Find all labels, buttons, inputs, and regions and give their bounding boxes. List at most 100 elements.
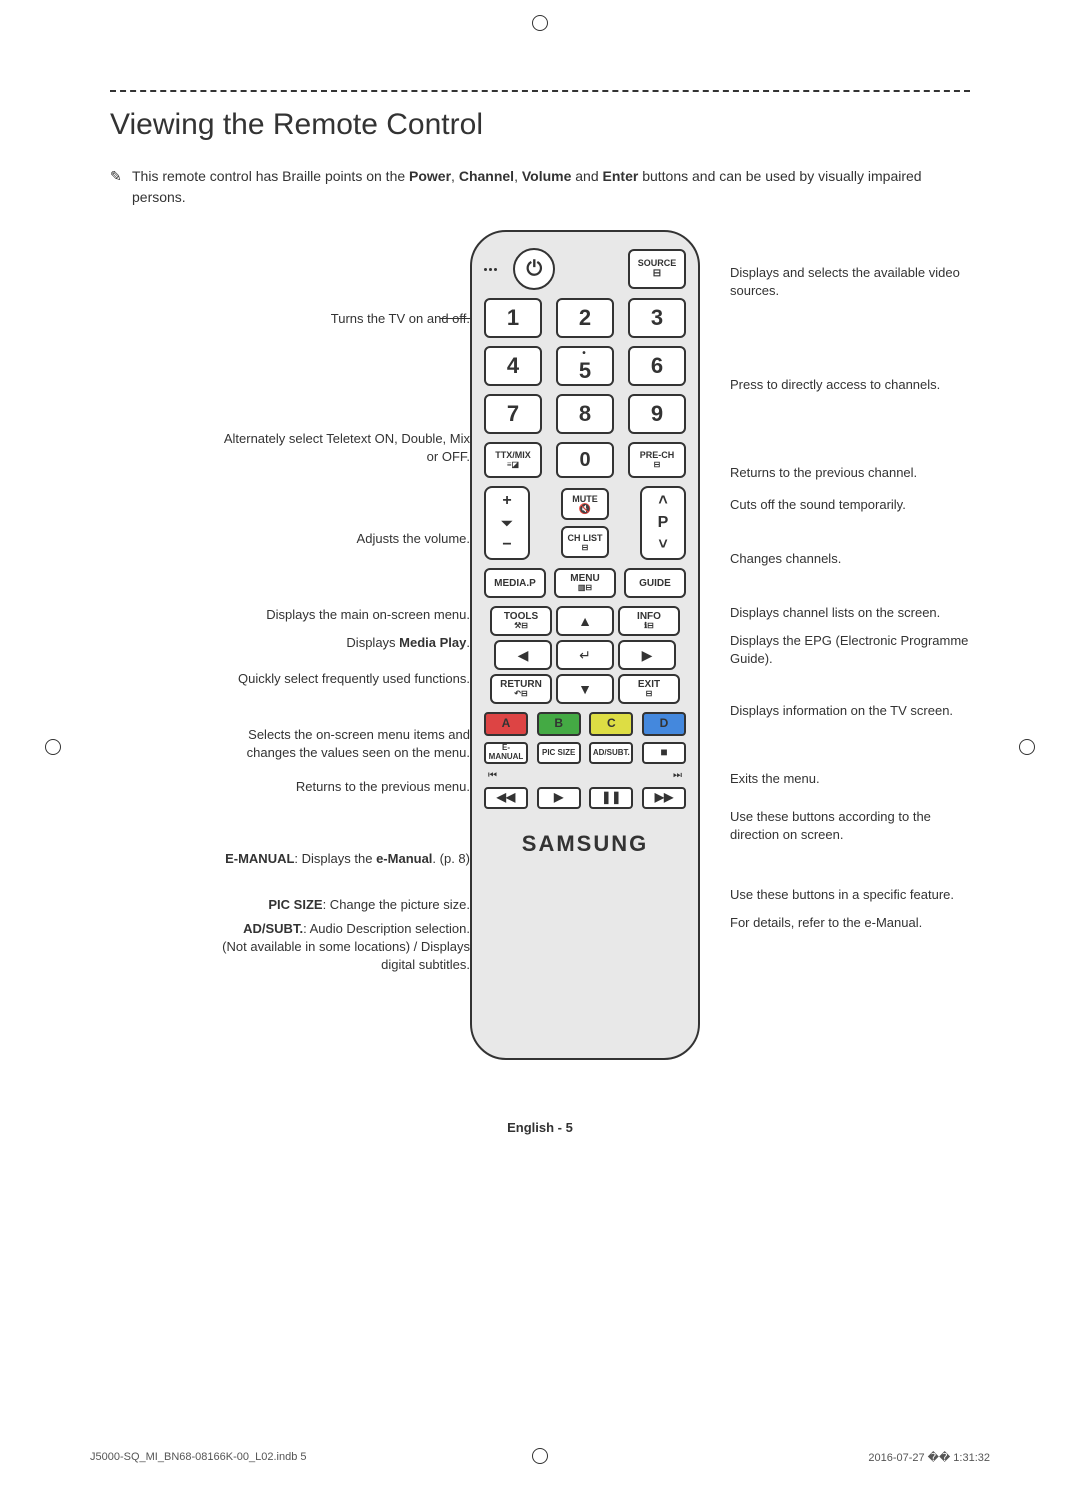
page-number: English - 5 <box>110 1120 970 1135</box>
adsubt-button: AD/SUBT. <box>589 742 633 764</box>
rewind-button: ◀◀ <box>484 787 528 809</box>
callout-picsize: PIC SIZE: Change the picture size. <box>220 896 470 914</box>
row-feature: E-MANUAL PIC SIZE AD/SUBT. ■ <box>484 742 686 764</box>
page-content: Viewing the Remote Control This remote c… <box>0 0 1080 1175</box>
source-icon: ⊟ <box>653 268 661 279</box>
channel-rocker: ˄ P ˅ <box>640 486 686 560</box>
mediap-button: MEDIA.P <box>484 568 546 598</box>
callout-prech: Returns to the previous channel. <box>730 464 980 482</box>
num-4-button: 4 <box>484 346 542 386</box>
brand-label: SAMSUNG <box>484 831 686 857</box>
ch-up-icon: ˄ <box>658 492 667 510</box>
num-6-button: 6 <box>628 346 686 386</box>
text: For details, refer to the e-Manual. <box>730 914 980 932</box>
label: MUTE <box>572 494 598 504</box>
ttx-button: TTX/MIX≡◪ <box>484 442 542 478</box>
dashed-rule <box>110 90 970 92</box>
callout-ttx: Alternately select Teletext ON, Double, … <box>220 430 470 466</box>
tools-button: TOOLS⚒⊟ <box>490 606 552 636</box>
remote-diagram: Turns the TV on and off. Alternately sel… <box>110 230 970 1080</box>
print-file: J5000-SQ_MI_BN68-08166K-00_L02.indb 5 <box>90 1451 306 1464</box>
text-bold: E-MANUAL <box>225 851 294 866</box>
callout-guide: Displays the EPG (Electronic Programme G… <box>730 632 980 668</box>
note-bold: Enter <box>603 168 639 184</box>
text: Use these buttons in a specific feature. <box>730 886 980 904</box>
mute-chlist-col: MUTE🔇 CH LIST⊟ <box>561 488 609 558</box>
text-bold: PIC SIZE <box>268 897 322 912</box>
num-8-button: 8 <box>556 394 614 434</box>
row-num-1: 1 2 3 <box>484 298 686 338</box>
print-footer: J5000-SQ_MI_BN68-08166K-00_L02.indb 5 20… <box>90 1451 990 1464</box>
callout-main-menu: Displays the main on-screen menu. <box>220 606 470 624</box>
text-bold: AD/SUBT. <box>243 921 303 936</box>
remote-outline: ⏻ SOURCE ⊟ 1 2 3 4 •5 6 <box>470 230 700 1060</box>
stop-button: ■ <box>642 742 686 764</box>
label: SOURCE <box>638 259 677 269</box>
num-3-button: 3 <box>628 298 686 338</box>
note-text: , <box>451 168 459 184</box>
text: . (p. 8) <box>432 851 470 866</box>
callout-emanual: E-MANUAL: Displays the e-Manual. (p. 8) <box>220 850 470 868</box>
num-9-button: 9 <box>628 394 686 434</box>
text-bold: e-Manual <box>376 851 432 866</box>
callout-return: Returns to the previous menu. <box>220 778 470 796</box>
remote-body: ⏻ SOURCE ⊟ 1 2 3 4 •5 6 <box>472 232 698 867</box>
num-2-button: 2 <box>556 298 614 338</box>
color-b-button: B <box>537 712 581 736</box>
row-num-3: 7 8 9 <box>484 394 686 434</box>
down-button: ▼ <box>556 674 614 704</box>
callout-playback: Use these buttons in a specific feature.… <box>730 886 980 932</box>
num-5-button: •5 <box>556 346 614 386</box>
label: 5 <box>579 359 591 383</box>
text: : Change the picture size. <box>323 897 470 912</box>
callout-volume: Adjusts the volume. <box>220 530 470 548</box>
color-a-button: A <box>484 712 528 736</box>
row-color: A B C D <box>484 712 686 736</box>
ch-p-label: P <box>658 514 669 532</box>
text: : Displays the <box>294 851 376 866</box>
text: Displays <box>346 635 399 650</box>
leader-line <box>440 318 470 319</box>
label: CH LIST <box>568 533 603 543</box>
ch-down-icon: ˅ <box>658 536 667 554</box>
num-1-button: 1 <box>484 298 542 338</box>
row-num-2: 4 •5 6 <box>484 346 686 386</box>
num-0-button: 0 <box>556 442 614 478</box>
row-ttx: TTX/MIX≡◪ 0 PRE-CH⊟ <box>484 442 686 478</box>
source-button: SOURCE ⊟ <box>628 249 686 289</box>
play-button: ▶ <box>537 787 581 809</box>
vol-down-icon: − <box>502 536 511 554</box>
callout-power: Turns the TV on and off. <box>220 310 470 328</box>
row-skip: ⏮ ⏭ <box>484 770 686 781</box>
callout-mediap: Displays Media Play. <box>220 634 470 652</box>
note-bold: Power <box>409 168 451 184</box>
text-bold: Media Play <box>399 635 466 650</box>
callout-nums: Press to directly access to channels. <box>730 376 980 394</box>
callout-tools: Quickly select frequently used functions… <box>220 670 470 688</box>
row-vol-ch: + ⏷ − MUTE🔇 CH LIST⊟ ˄ P ˅ <box>484 486 686 560</box>
guide-button: GUIDE <box>624 568 686 598</box>
picsize-button: PIC SIZE <box>537 742 581 764</box>
menu-button: MENU▥⊟ <box>554 568 616 598</box>
row-top: ⏻ SOURCE ⊟ <box>484 248 686 290</box>
info-button: INFOℹ⊟ <box>618 606 680 636</box>
page-title: Viewing the Remote Control <box>110 108 970 142</box>
color-c-button: C <box>589 712 633 736</box>
callout-exit: Exits the menu. <box>730 770 980 788</box>
print-date: 2016-07-27 �� 1:31:32 <box>868 1451 990 1464</box>
next-icon: ⏭ <box>673 770 682 781</box>
chlist-button: CH LIST⊟ <box>561 526 609 558</box>
left-button: ◀ <box>494 640 552 670</box>
row-menu: MEDIA.P MENU▥⊟ GUIDE <box>484 568 686 598</box>
emanual-button: E-MANUAL <box>484 742 528 764</box>
prev-icon: ⏮ <box>488 770 497 781</box>
volume-rocker: + ⏷ − <box>484 486 530 560</box>
pause-button: ❚❚ <box>589 787 633 809</box>
callout-colors: Use these buttons according to the direc… <box>730 808 980 844</box>
callout-source: Displays and selects the available video… <box>730 264 980 300</box>
right-button: ▶ <box>618 640 676 670</box>
vol-up-icon: + <box>502 492 511 510</box>
up-button: ▲ <box>556 606 614 636</box>
return-button: RETURN↶⊟ <box>490 674 552 704</box>
callout-adsubt: AD/SUBT.: Audio Description selection. (… <box>220 920 470 975</box>
